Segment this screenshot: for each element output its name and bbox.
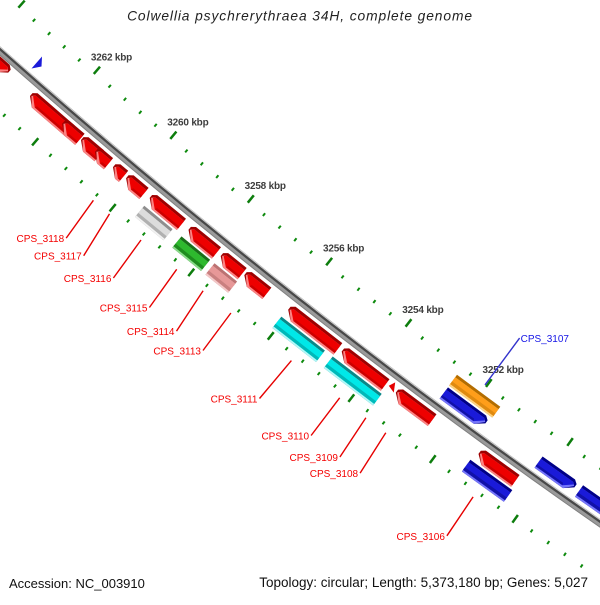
svg-text:CPS_3116: CPS_3116 bbox=[64, 274, 112, 285]
svg-text:CPS_3114: CPS_3114 bbox=[127, 327, 175, 338]
svg-text:Colwellia psychrerythraea 34H,: Colwellia psychrerythraea 34H, complete … bbox=[127, 9, 473, 24]
svg-text:CPS_3115: CPS_3115 bbox=[100, 304, 148, 315]
svg-text:CPS_3118: CPS_3118 bbox=[17, 234, 65, 245]
svg-text:3262 kbp: 3262 kbp bbox=[91, 53, 132, 64]
svg-text:CPS_3106: CPS_3106 bbox=[397, 532, 446, 543]
svg-text:3256 kbp: 3256 kbp bbox=[323, 244, 364, 255]
svg-text:3258 kbp: 3258 kbp bbox=[245, 181, 286, 192]
svg-text:Accession: NC_003910: Accession: NC_003910 bbox=[9, 576, 145, 591]
svg-text:CPS_3110: CPS_3110 bbox=[261, 432, 309, 443]
svg-text:CPS_3107: CPS_3107 bbox=[521, 334, 570, 345]
svg-text:3254 kbp: 3254 kbp bbox=[402, 305, 443, 316]
svg-text:CPS_3117: CPS_3117 bbox=[34, 252, 82, 263]
svg-text:CPS_3109: CPS_3109 bbox=[290, 453, 339, 464]
svg-text:3252 kbp: 3252 kbp bbox=[483, 365, 524, 376]
svg-text:CPS_3111: CPS_3111 bbox=[211, 395, 258, 406]
svg-text:CPS_3113: CPS_3113 bbox=[153, 347, 201, 358]
svg-text:CPS_3108: CPS_3108 bbox=[310, 469, 359, 480]
svg-text:3260 kbp: 3260 kbp bbox=[167, 117, 208, 128]
svg-text:Topology: circular; Length: 5,: Topology: circular; Length: 5,373,180 bp… bbox=[259, 575, 588, 590]
